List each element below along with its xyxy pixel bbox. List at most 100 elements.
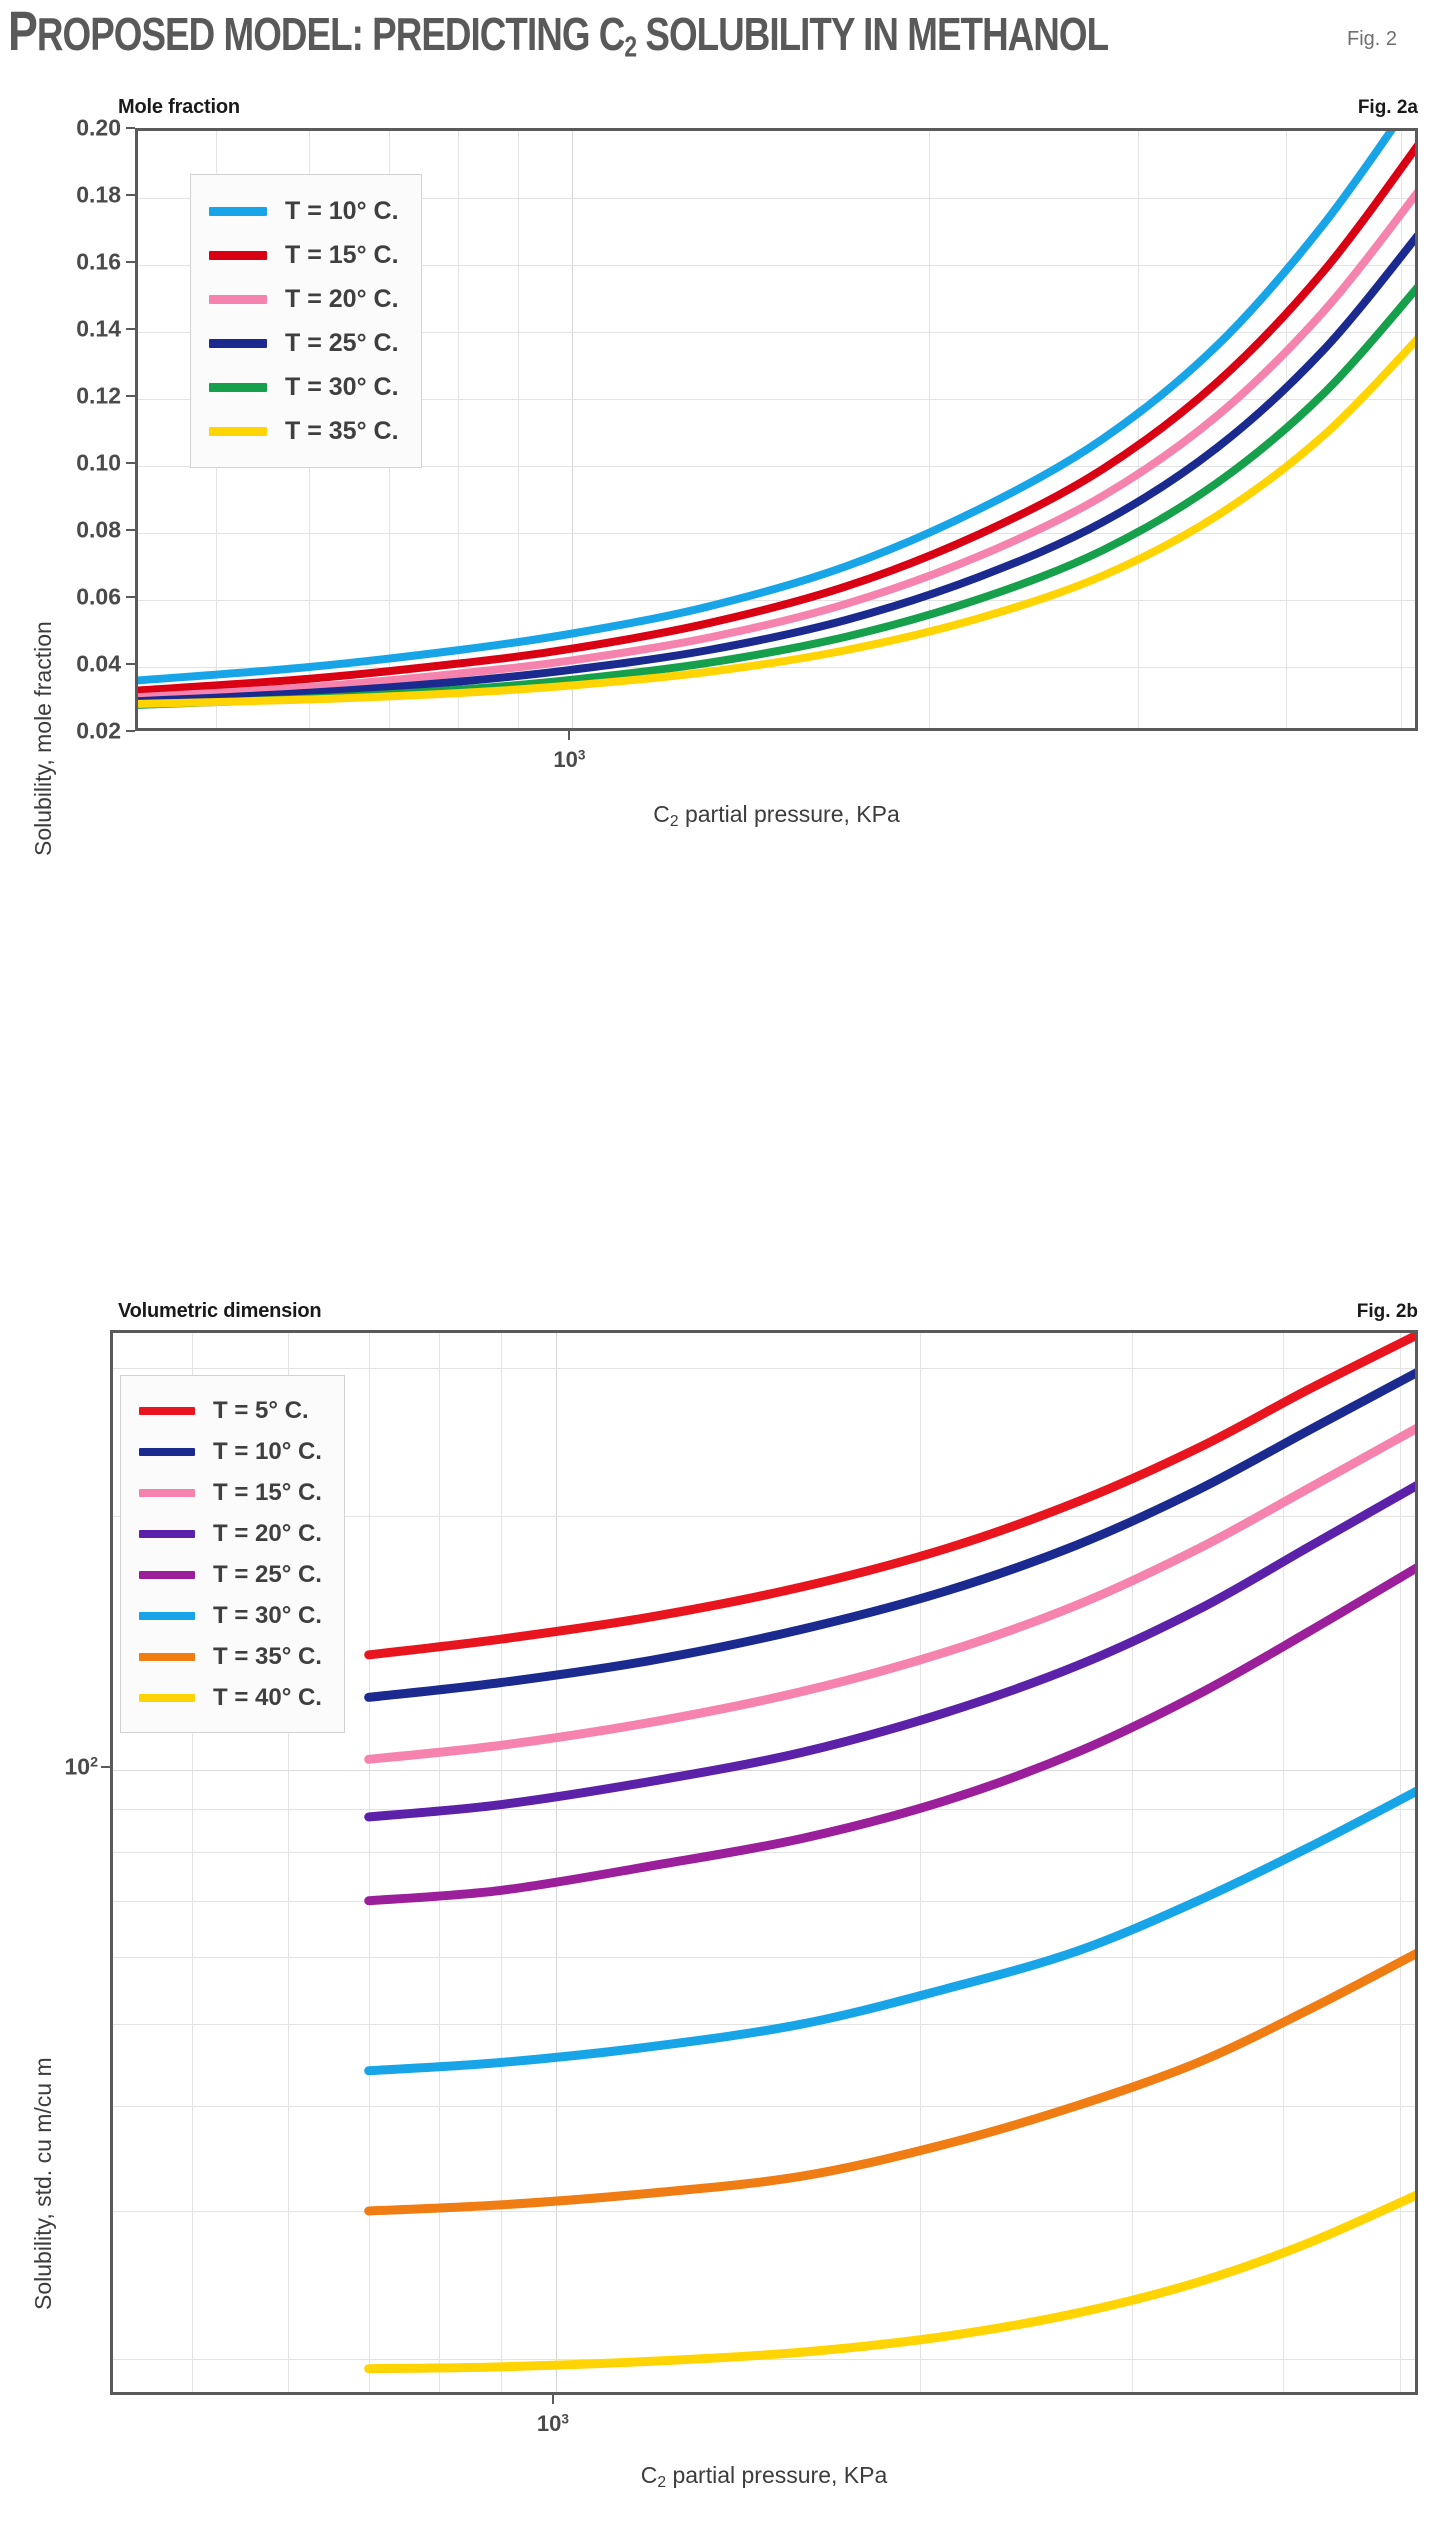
y-tick-label: 0.20 bbox=[76, 114, 121, 141]
legend-color-swatch bbox=[209, 250, 267, 260]
legend-item-label: T = 25° C. bbox=[285, 328, 399, 357]
chart-b-legend: T = 5° C. T = 10° C. T = 15° C. T = 20° C. T… bbox=[120, 1375, 345, 1733]
legend-color-swatch bbox=[209, 294, 267, 304]
data-series-line bbox=[138, 232, 1415, 706]
y-tick-label: 0.14 bbox=[76, 315, 121, 342]
legend-item[interactable]: T = 15° C. bbox=[139, 1472, 322, 1513]
legend-item[interactable]: T = 40° C. bbox=[139, 1677, 322, 1718]
chart-a-y-axis-title: Solubility, mole fraction bbox=[30, 621, 56, 856]
gridline-vertical bbox=[572, 131, 574, 728]
legend-item[interactable]: T = 25° C. bbox=[209, 321, 399, 365]
chart-a-curves bbox=[138, 131, 1415, 709]
legend-item[interactable]: T = 30° C. bbox=[139, 1595, 322, 1636]
legend-color-swatch bbox=[139, 1570, 195, 1579]
chart-a-fignum: Fig. 2a bbox=[1357, 97, 1418, 118]
y-tick-label: 0.12 bbox=[76, 382, 121, 409]
chart-a-header: Mole fraction Fig. 2a bbox=[118, 96, 1418, 124]
chart-b-x-axis-title-post: partial pressure, KPa bbox=[666, 2462, 888, 2488]
y-tick-label: 0.10 bbox=[76, 449, 121, 476]
legend-item[interactable]: T = 35° C. bbox=[209, 409, 399, 453]
data-series-line bbox=[364, 1333, 1415, 1660]
gridline-horizontal bbox=[138, 600, 1415, 601]
legend-color-swatch bbox=[139, 1488, 195, 1497]
y-tick-mark bbox=[126, 194, 135, 196]
x-tick-mark bbox=[551, 2395, 554, 2404]
gridline-horizontal bbox=[113, 1808, 1415, 1810]
chart-b-subtitle: Volumetric dimension bbox=[118, 1300, 322, 1322]
legend-item[interactable]: T = 10° C. bbox=[209, 189, 399, 233]
legend-color-swatch bbox=[139, 1652, 195, 1661]
gridline-vertical bbox=[192, 1333, 194, 2392]
data-series-line bbox=[364, 1786, 1415, 2076]
legend-item-label: T = 5° C. bbox=[213, 1396, 309, 1424]
page-title-subscript: 2 bbox=[624, 31, 637, 64]
gridline-vertical bbox=[438, 1333, 440, 2392]
legend-item-label: T = 15° C. bbox=[213, 1478, 322, 1506]
legend-item-label: T = 40° C. bbox=[213, 1683, 322, 1711]
y-tick-exponent: 2 bbox=[90, 1754, 98, 1771]
y-tick-mark bbox=[126, 328, 135, 330]
y-tick-mantissa: 10 bbox=[64, 1753, 91, 1780]
gridline-horizontal bbox=[138, 198, 1415, 199]
y-tick-mark bbox=[126, 730, 135, 732]
legend-item[interactable]: T = 15° C. bbox=[209, 233, 399, 277]
gridline-vertical bbox=[1137, 131, 1139, 728]
legend-item[interactable]: T = 5° C. bbox=[139, 1390, 322, 1431]
y-tick-mark bbox=[126, 529, 135, 531]
gridline-horizontal bbox=[113, 1900, 1415, 1902]
y-tick-mark bbox=[126, 127, 135, 129]
legend-color-swatch bbox=[209, 426, 267, 436]
gridline-horizontal bbox=[113, 2359, 1415, 2361]
y-tick-label: 0.16 bbox=[76, 248, 121, 275]
gridline-vertical bbox=[1132, 1333, 1134, 2392]
gridline-vertical bbox=[457, 131, 459, 728]
gridline-horizontal bbox=[138, 399, 1415, 400]
chart-b-x-axis-title: C2 partial pressure, KPa bbox=[110, 2462, 1418, 2492]
legend-color-swatch bbox=[139, 1529, 195, 1538]
gridline-horizontal bbox=[113, 2210, 1415, 2212]
gridline-horizontal bbox=[113, 1957, 1415, 1959]
y-tick-label: 0.18 bbox=[76, 181, 121, 208]
gridline-horizontal bbox=[138, 533, 1415, 534]
gridline-vertical bbox=[929, 131, 931, 728]
page-title-part1: ROPOSED MODEL: PREDICTING C bbox=[36, 8, 625, 61]
data-series-line bbox=[364, 2190, 1415, 2374]
legend-item[interactable]: T = 30° C. bbox=[209, 365, 399, 409]
legend-color-swatch bbox=[209, 382, 267, 392]
y-tick-label: 0.04 bbox=[76, 650, 121, 677]
x-tick-label: 103 bbox=[537, 2411, 569, 2437]
chart-b-x-axis-title-sub: 2 bbox=[657, 2473, 667, 2491]
legend-item-label: T = 10° C. bbox=[213, 1437, 322, 1465]
legend-item-label: T = 25° C. bbox=[213, 1560, 322, 1588]
legend-item-label: T = 30° C. bbox=[213, 1601, 322, 1629]
page-title: PROPOSED MODEL: PREDICTING C2 SOLUBILITY… bbox=[8, 3, 1109, 64]
data-series-line bbox=[364, 1424, 1415, 1764]
legend-color-swatch bbox=[209, 338, 267, 348]
legend-item[interactable]: T = 20° C. bbox=[139, 1513, 322, 1554]
gridline-horizontal bbox=[113, 2105, 1415, 2107]
data-series-line bbox=[138, 335, 1415, 708]
x-tick-mark bbox=[568, 731, 571, 740]
chart-b-header: Volumetric dimension Fig. 2b bbox=[118, 1300, 1418, 1328]
chart-a-x-axis-title-sub: 2 bbox=[669, 812, 679, 830]
legend-item[interactable]: T = 10° C. bbox=[139, 1431, 322, 1472]
legend-item[interactable]: T = 25° C. bbox=[139, 1554, 322, 1595]
y-tick-label: 102 bbox=[64, 1754, 98, 1781]
legend-color-swatch bbox=[139, 1406, 195, 1415]
legend-color-swatch bbox=[209, 206, 267, 216]
data-series-line bbox=[138, 131, 1396, 685]
figure-number-label: Fig. 2 bbox=[1347, 28, 1398, 50]
data-series-line bbox=[364, 1949, 1415, 2216]
y-tick-label: 0.06 bbox=[76, 583, 121, 610]
x-tick-mantissa: 10 bbox=[553, 747, 578, 772]
y-tick-mark bbox=[126, 462, 135, 464]
legend-item-label: T = 15° C. bbox=[285, 240, 399, 269]
x-tick-mantissa: 10 bbox=[536, 2411, 562, 2436]
legend-item-label: T = 35° C. bbox=[213, 1642, 322, 1670]
page-title-part2: SOLUBILITY IN METHANOL bbox=[636, 8, 1109, 61]
legend-item[interactable]: T = 35° C. bbox=[139, 1636, 322, 1677]
y-tick-mark bbox=[126, 596, 135, 598]
data-series-line bbox=[138, 189, 1415, 702]
chart-a-x-axis-title: C2 partial pressure, KPa bbox=[135, 801, 1418, 831]
legend-item[interactable]: T = 20° C. bbox=[209, 277, 399, 321]
